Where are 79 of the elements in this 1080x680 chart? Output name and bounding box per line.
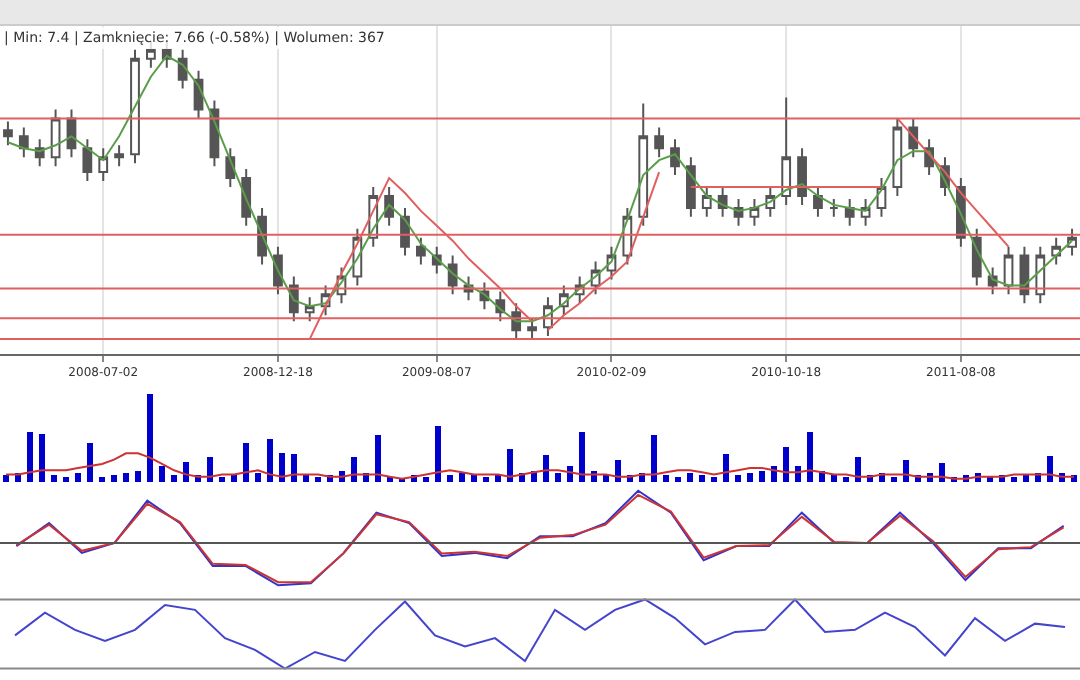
candlestick	[114, 144, 124, 168]
candlestick	[749, 197, 760, 227]
candlestick	[892, 117, 903, 197]
bar	[615, 459, 621, 482]
bar	[123, 473, 129, 482]
candlestick	[1067, 227, 1077, 257]
bar	[171, 475, 177, 482]
candlestick	[82, 138, 93, 183]
candlestick	[701, 186, 712, 218]
candlestick	[797, 147, 807, 206]
bar	[675, 476, 681, 482]
bar	[135, 470, 141, 482]
bar	[375, 434, 381, 482]
bar	[351, 457, 357, 482]
bar	[267, 439, 273, 482]
candlestick	[828, 197, 839, 218]
candlestick	[813, 186, 823, 218]
bar	[147, 394, 153, 482]
bar	[855, 457, 861, 482]
bar	[735, 475, 741, 482]
bar	[1023, 475, 1029, 482]
candlestick	[18, 126, 29, 159]
bar	[303, 475, 309, 482]
bar	[219, 476, 225, 482]
bar	[291, 453, 297, 482]
bar	[1047, 456, 1053, 482]
candlestick	[527, 317, 537, 341]
bar	[447, 475, 453, 482]
bar	[111, 475, 117, 482]
bar	[543, 455, 549, 482]
candlestick	[971, 227, 982, 287]
bar	[663, 475, 669, 482]
bar	[579, 431, 585, 482]
bar	[423, 476, 429, 482]
bar	[231, 475, 237, 482]
bar	[255, 473, 261, 482]
bar	[315, 476, 321, 482]
bar	[891, 476, 897, 482]
candlestick	[686, 156, 696, 218]
bar	[495, 475, 501, 482]
bar	[39, 433, 45, 482]
candlestick	[3, 120, 13, 147]
bar	[3, 475, 9, 482]
candlestick	[654, 126, 664, 159]
bar	[843, 476, 849, 482]
bar	[687, 473, 693, 482]
bar	[279, 452, 285, 482]
bar	[807, 431, 813, 482]
bar	[207, 457, 213, 482]
candlestick	[844, 197, 855, 227]
bar	[51, 475, 57, 482]
candlestick	[416, 236, 426, 266]
bar	[27, 431, 33, 482]
bar	[759, 470, 765, 482]
bar	[831, 475, 837, 482]
bar	[63, 476, 69, 482]
candlestick	[304, 296, 315, 323]
bar	[1011, 476, 1017, 482]
candlestick	[1051, 236, 1062, 266]
bar	[471, 475, 477, 482]
bar	[699, 475, 705, 482]
candlestick	[638, 102, 649, 227]
bar	[159, 466, 165, 482]
candlestick	[177, 48, 188, 90]
bar	[75, 473, 81, 482]
bar	[711, 476, 717, 482]
bar	[459, 473, 465, 482]
bar	[483, 476, 489, 482]
bar	[507, 449, 513, 482]
bar	[747, 473, 753, 482]
bar	[723, 454, 729, 482]
bar	[243, 442, 249, 482]
bar	[99, 476, 105, 482]
bar	[435, 425, 441, 482]
bar	[87, 442, 93, 482]
bar	[555, 473, 561, 482]
bar	[603, 475, 609, 482]
bar	[783, 447, 789, 482]
bar	[651, 434, 657, 482]
